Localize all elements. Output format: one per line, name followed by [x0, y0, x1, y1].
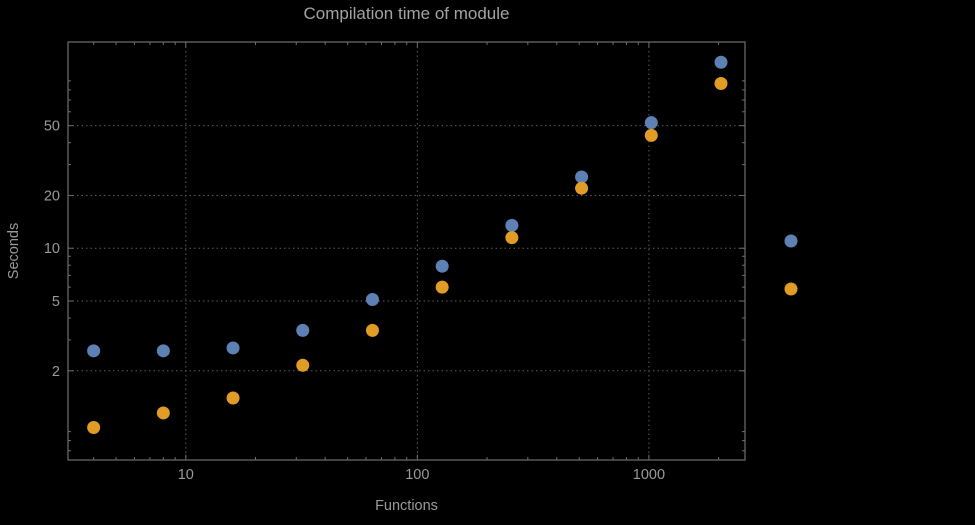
data-point-series-1	[575, 170, 589, 184]
x-tick-label-10: 10	[178, 467, 194, 483]
y-tick-label-20: 20	[44, 188, 60, 204]
data-point-series-1	[644, 116, 658, 130]
data-point-series-1	[714, 55, 728, 69]
legend-marker-series-2	[784, 282, 798, 296]
y-axis-label: Seconds	[6, 222, 22, 280]
data-point-series-1	[505, 218, 519, 232]
plot-frame	[67, 41, 746, 461]
data-point-series-2	[87, 421, 101, 435]
data-point-series-2	[505, 231, 519, 245]
x-axis-label: Functions	[375, 498, 438, 514]
data-point-series-1	[435, 259, 449, 273]
data-point-series-1	[365, 293, 379, 307]
data-point-series-2	[365, 323, 379, 337]
data-point-series-1	[156, 344, 170, 358]
data-point-series-2	[226, 391, 240, 405]
legend-marker-series-1	[784, 234, 798, 248]
x-tick-label-1000: 1000	[633, 467, 665, 483]
data-point-series-2	[714, 76, 728, 90]
data-point-series-2	[435, 280, 449, 294]
data-point-series-2	[575, 181, 589, 195]
chart-title: Compilation time of module	[303, 4, 510, 23]
data-point-series-1	[296, 323, 310, 337]
y-tick-label-2: 2	[52, 364, 60, 380]
data-point-series-2	[156, 406, 170, 420]
y-tick-label-5: 5	[52, 294, 60, 310]
data-point-series-1	[87, 344, 101, 358]
data-point-series-1	[226, 341, 240, 355]
y-tick-label-10: 10	[44, 241, 60, 257]
x-tick-label-100: 100	[405, 467, 429, 483]
data-point-series-2	[296, 358, 310, 372]
y-tick-label-50: 50	[44, 119, 60, 135]
data-point-series-2	[644, 128, 658, 142]
